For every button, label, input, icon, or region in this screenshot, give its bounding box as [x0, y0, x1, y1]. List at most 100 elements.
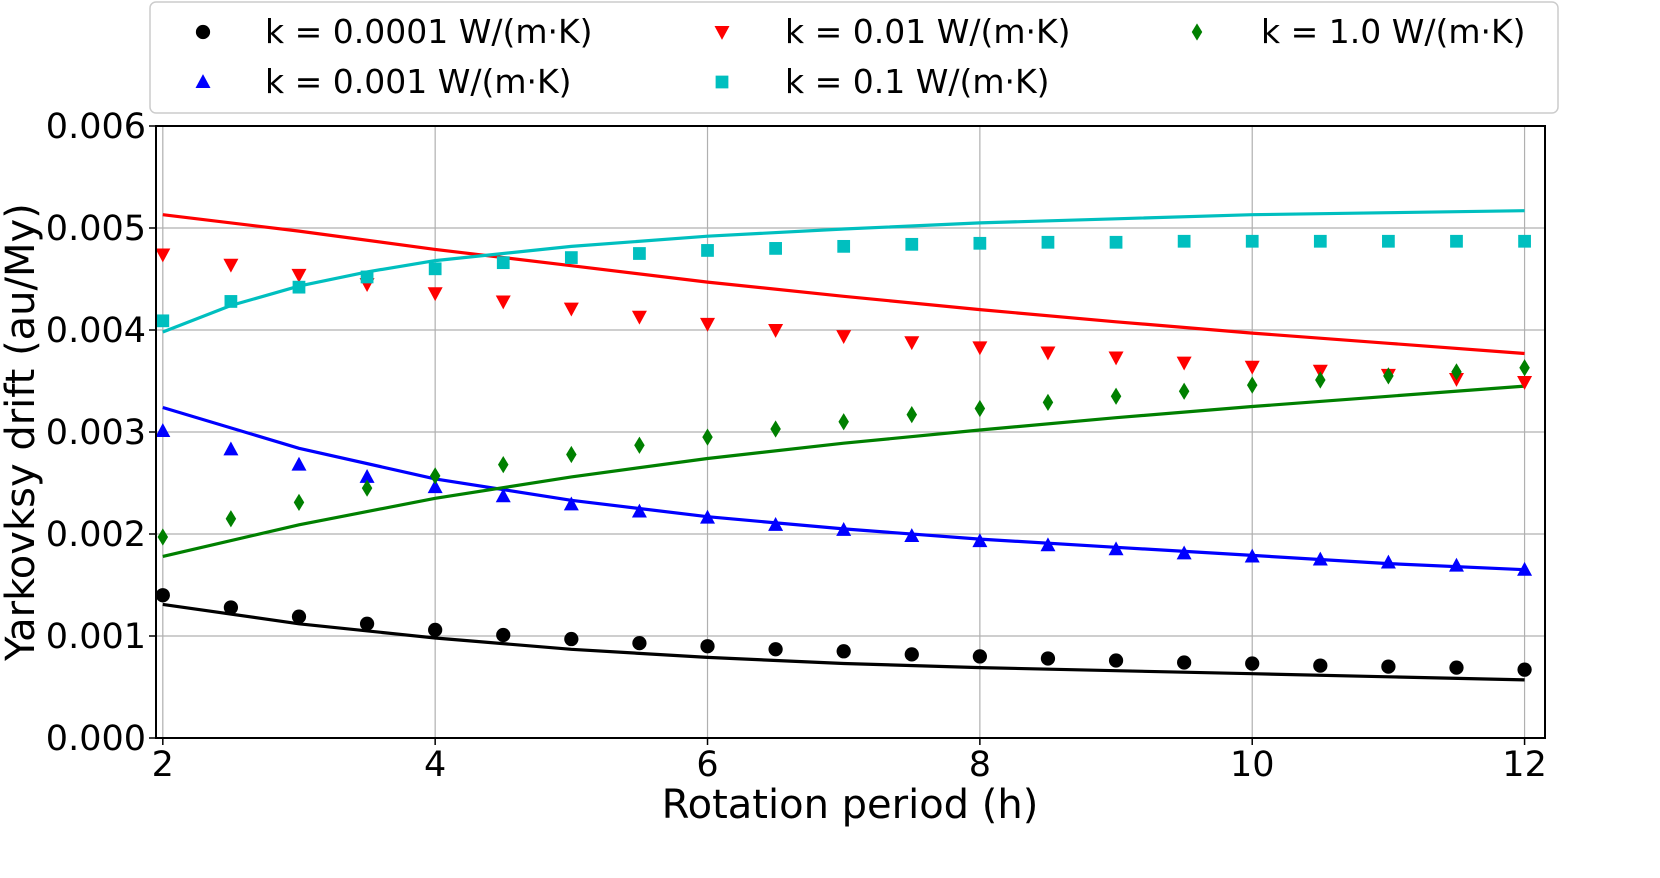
data-point: [768, 324, 784, 338]
legend-item: k = 0.001 W/(m·K): [195, 62, 571, 101]
data-point: [563, 302, 579, 317]
legend-item: k = 0.0001 W/(m·K): [195, 12, 592, 51]
data-point: [361, 479, 373, 497]
x-tick-label: 4: [424, 745, 446, 785]
data-point: [1315, 371, 1326, 389]
legend-marker: [715, 75, 729, 89]
data-point: [972, 533, 988, 548]
data-point: [1108, 653, 1124, 668]
data-point: [291, 609, 307, 624]
data-point: [1108, 351, 1124, 366]
data-point: [427, 287, 443, 302]
legend-label: k = 0.0001 W/(m·K): [265, 12, 592, 51]
x-tick-label: 6: [696, 745, 718, 785]
data-point: [634, 436, 645, 454]
data-point: [291, 456, 307, 471]
data-point: [1383, 367, 1394, 385]
legend-marker: [714, 26, 730, 40]
legend-label: k = 1.0 W/(m·K): [1261, 12, 1525, 51]
data-point: [1177, 655, 1192, 670]
fit-curve: [162, 213, 1525, 356]
legend-label: k = 0.001 W/(m·K): [265, 62, 571, 101]
data-point: [1313, 234, 1327, 248]
axis-ticks: 2 4 6 8 10 12 0.000 0.001 0.002 0.003 0.004 0.005 0.…: [46, 107, 1547, 785]
data-point: [905, 237, 919, 251]
data-point: [1381, 659, 1396, 674]
data-point: [359, 616, 375, 631]
fit-curve: [162, 384, 1525, 558]
data-point: [223, 441, 239, 456]
legend: k = 0.0001 W/(m·K) k = 0.001 W/(m·K) k = 0…: [149, 1, 1559, 114]
data-point: [498, 456, 509, 474]
data-point: [1245, 234, 1259, 248]
data-point: [973, 236, 987, 250]
legend-item: k = 0.01 W/(m·K): [714, 12, 1070, 51]
data-point: [836, 330, 852, 344]
data-point: [631, 503, 647, 518]
data-point: [701, 244, 714, 257]
data-point: [702, 428, 713, 446]
legend-item: k = 1.0 W/(m·K): [1191, 12, 1525, 51]
data-point: [225, 510, 237, 528]
data-point: [1176, 545, 1192, 560]
data-point: [428, 622, 443, 638]
data-point: [904, 336, 920, 351]
data-point: [632, 636, 647, 651]
data-point: [700, 509, 716, 524]
data-point: [768, 516, 784, 531]
data-point: [1040, 346, 1056, 361]
data-point: [906, 406, 918, 424]
x-tick-label: 10: [1230, 745, 1275, 785]
data-point: [1382, 234, 1395, 248]
data-point: [1312, 551, 1328, 566]
data-point: [1380, 554, 1396, 569]
x-axis-label: Rotation period (h): [662, 782, 1039, 828]
data-point: [768, 642, 783, 657]
data-point: [427, 479, 443, 494]
data-point: [495, 295, 511, 310]
data-point: [1178, 382, 1190, 400]
data-point: [360, 270, 374, 284]
y-axis-label: Yarkovksy drift (au/My): [0, 203, 44, 662]
legend-marker: [195, 24, 211, 40]
legend-label: k = 0.1 W/(m·K): [785, 62, 1049, 101]
data-point: [1177, 234, 1191, 248]
data-point: [836, 644, 851, 659]
y-tick-label: 0.005: [46, 209, 146, 249]
data-point: [904, 647, 919, 662]
data-point: [1110, 387, 1122, 405]
data-point: [1448, 557, 1464, 572]
data-point: [1176, 356, 1192, 371]
data-point: [1040, 537, 1056, 552]
data-point: [904, 528, 920, 543]
data-point: [1313, 658, 1328, 673]
data-point: [1451, 363, 1462, 381]
data-point: [1244, 360, 1260, 375]
data-point: [563, 496, 579, 511]
data-point: [1108, 541, 1124, 556]
y-tick-label: 0.004: [46, 311, 146, 351]
data-point: [1517, 561, 1533, 576]
data-point: [495, 488, 511, 503]
legend-marker: [195, 74, 211, 88]
grid-lines: [156, 125, 1545, 739]
fit-curve: [162, 602, 1525, 682]
data-point: [769, 242, 782, 255]
data-point: [564, 251, 578, 264]
y-tick-label: 0.006: [46, 107, 146, 147]
data-point: [564, 631, 579, 647]
data-points: [155, 234, 1533, 677]
data-point: [293, 493, 305, 512]
data-point: [223, 258, 239, 273]
data-point: [1244, 548, 1260, 563]
x-tick-label: 8: [969, 745, 991, 785]
data-point: [1450, 234, 1463, 248]
data-point: [156, 314, 170, 328]
data-point: [1519, 359, 1530, 377]
data-point: [155, 248, 171, 263]
x-tick-label: 12: [1502, 745, 1547, 785]
y-tick-label: 0.001: [46, 617, 146, 657]
data-point: [972, 649, 987, 664]
data-point: [496, 256, 510, 270]
